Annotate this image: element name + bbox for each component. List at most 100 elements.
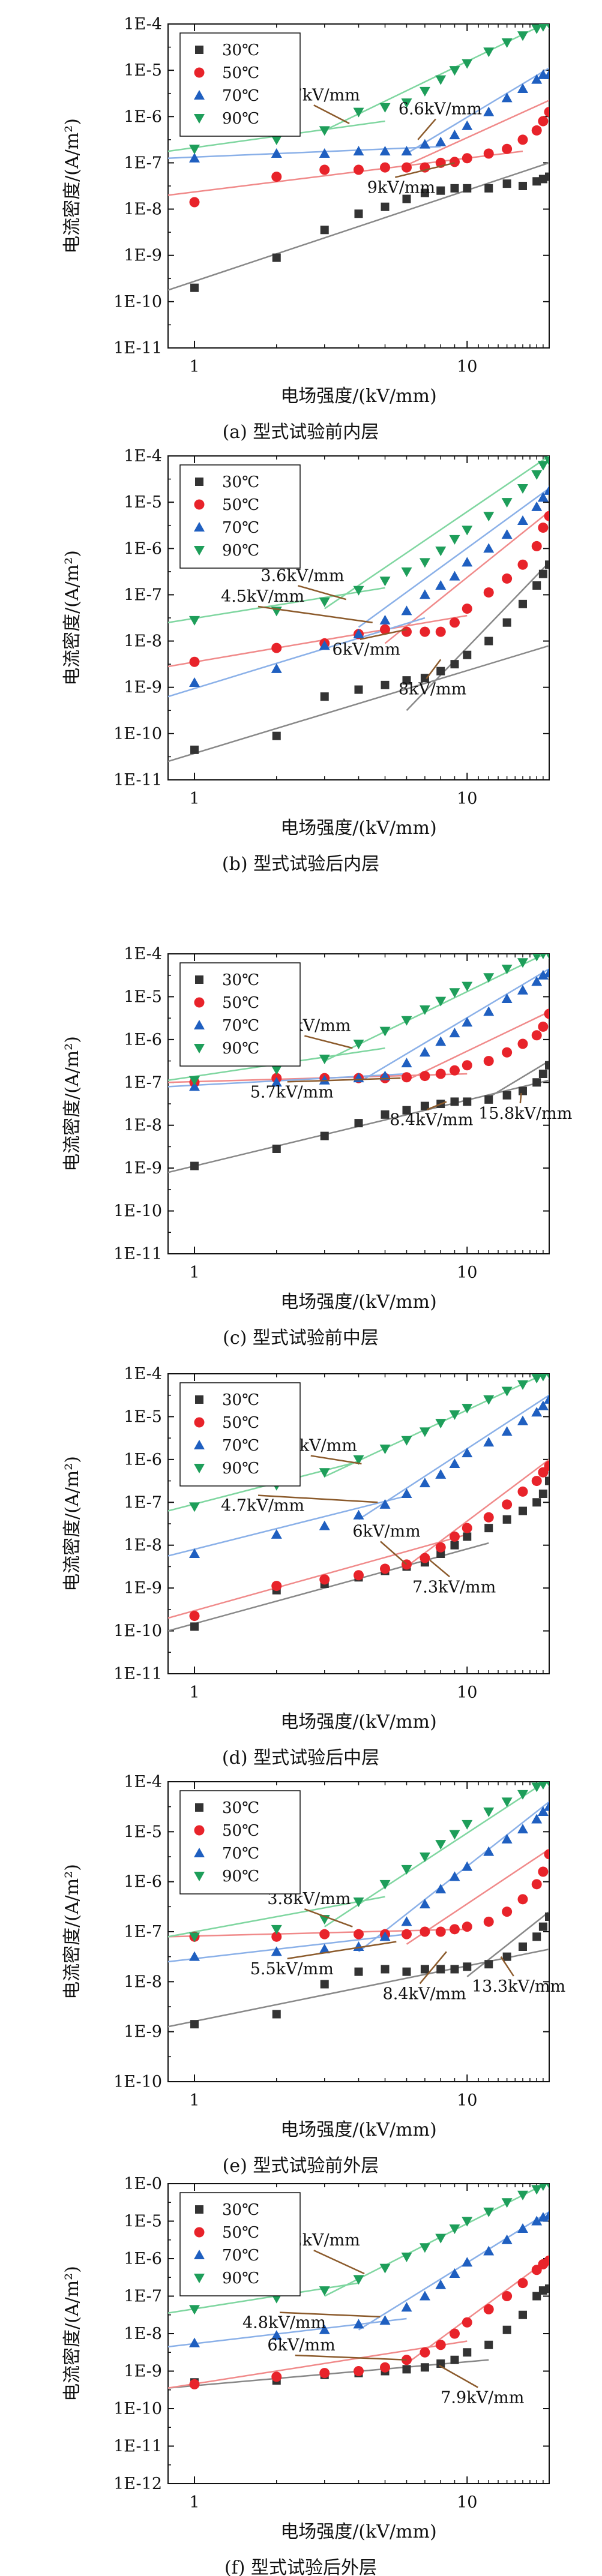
legend-label: 30℃ bbox=[222, 1391, 259, 1409]
data-point bbox=[538, 1374, 547, 1382]
data-point bbox=[544, 2255, 549, 2266]
data-point bbox=[401, 1865, 412, 1875]
data-point bbox=[353, 107, 364, 118]
y-tick-label: 1E-10 bbox=[113, 293, 162, 311]
data-point bbox=[518, 1086, 527, 1095]
data-point bbox=[532, 177, 541, 186]
series-70℃ bbox=[189, 1801, 549, 1961]
data-point bbox=[435, 1840, 447, 1850]
chart-panel-1: 1E-11 1E-10 1E-9 1E-8 1E-7 1E-6 1E-5 1E-4 1 10 电场强… bbox=[62, 15, 550, 443]
data-point bbox=[435, 136, 447, 146]
series-50℃ bbox=[189, 1008, 549, 1088]
data-point bbox=[483, 1846, 495, 1856]
series-70℃ bbox=[189, 1394, 549, 1558]
data-point bbox=[483, 587, 494, 598]
annotation-leader bbox=[426, 1101, 447, 1110]
data-point bbox=[449, 1458, 460, 1468]
data-point bbox=[518, 182, 527, 190]
data-point bbox=[380, 1563, 391, 1574]
legend-marker bbox=[194, 1440, 205, 1449]
y-axis-title: 电流密度/(A/m²) bbox=[62, 1036, 83, 1172]
legend-marker bbox=[194, 2274, 205, 2283]
data-point bbox=[502, 2291, 513, 2301]
data-point bbox=[449, 1871, 460, 1881]
data-point bbox=[380, 2362, 391, 2373]
data-point bbox=[538, 1782, 548, 1790]
data-point bbox=[435, 2233, 447, 2244]
data-point bbox=[449, 130, 460, 140]
y-tick-label: 1E-5 bbox=[124, 61, 162, 80]
data-point bbox=[380, 624, 391, 635]
data-point bbox=[531, 125, 542, 136]
annotation-label: 6kV/mm bbox=[267, 2336, 335, 2355]
series-90℃ bbox=[189, 456, 549, 626]
data-point bbox=[420, 1965, 429, 1974]
series-70℃ bbox=[189, 69, 549, 163]
data-point bbox=[501, 2198, 513, 2208]
annotation-leader bbox=[313, 2249, 365, 2275]
fit-line bbox=[358, 1394, 549, 1520]
annotation-leader bbox=[519, 1093, 522, 1104]
y-tick-label: 1E-5 bbox=[124, 1823, 162, 1841]
data-point bbox=[381, 202, 390, 211]
fit-line bbox=[406, 2257, 549, 2365]
data-point bbox=[546, 2184, 549, 2189]
chart-panel-2: 1E-11 1E-10 1E-9 1E-8 1E-7 1E-6 1E-5 1E-4 1 10 电场强… bbox=[62, 447, 550, 875]
annotation-label: 4.7kV/mm bbox=[221, 1497, 304, 1515]
data-point bbox=[502, 143, 513, 154]
plot-area bbox=[168, 24, 549, 292]
data-point bbox=[319, 598, 330, 607]
legend-marker bbox=[194, 546, 205, 556]
data-point bbox=[501, 1426, 513, 1436]
data-point bbox=[401, 605, 412, 616]
y-tick-label: 1E-8 bbox=[124, 632, 162, 651]
data-point bbox=[449, 1028, 460, 1038]
data-point bbox=[189, 152, 200, 163]
data-point bbox=[189, 1081, 200, 1091]
data-point bbox=[501, 529, 513, 539]
data-point bbox=[450, 660, 459, 669]
data-point bbox=[545, 172, 549, 181]
data-point bbox=[354, 1570, 364, 1581]
x-tick-label: 10 bbox=[457, 1263, 477, 1282]
x-tick-label: 10 bbox=[457, 789, 477, 808]
data-point bbox=[401, 1436, 412, 1446]
annotation-leader bbox=[419, 1951, 447, 1984]
data-point bbox=[420, 188, 429, 197]
data-point bbox=[546, 954, 549, 959]
data-point bbox=[518, 2310, 527, 2319]
y-tick-label: 1E-7 bbox=[124, 154, 162, 172]
fit-line bbox=[168, 587, 385, 623]
data-point bbox=[379, 103, 391, 113]
annotation-leader bbox=[295, 2354, 407, 2361]
data-point bbox=[531, 2185, 543, 2195]
data-point bbox=[538, 569, 547, 578]
legend-label: 30℃ bbox=[222, 473, 259, 491]
data-point bbox=[435, 580, 447, 590]
data-point bbox=[401, 2302, 412, 2312]
y-tick-label: 1E-8 bbox=[124, 1116, 162, 1135]
data-point bbox=[502, 1047, 513, 1058]
data-point bbox=[483, 1006, 495, 1016]
legend: 30℃ 50℃ 70℃ 90℃ bbox=[179, 962, 301, 1067]
data-point bbox=[435, 996, 447, 1007]
legend-marker bbox=[194, 1848, 205, 1857]
data-point bbox=[483, 973, 495, 983]
y-tick-label: 1E-9 bbox=[124, 2362, 162, 2381]
data-point bbox=[420, 1071, 430, 1082]
data-point bbox=[531, 1476, 542, 1487]
data-point bbox=[501, 1833, 513, 1844]
data-point bbox=[354, 2366, 364, 2376]
data-point bbox=[502, 1091, 511, 1100]
data-point bbox=[449, 2268, 460, 2278]
data-point bbox=[450, 1541, 459, 1550]
data-point bbox=[538, 1866, 549, 1877]
fit-line bbox=[406, 562, 549, 711]
data-point bbox=[271, 148, 282, 158]
data-point bbox=[449, 617, 460, 628]
data-point bbox=[436, 2359, 445, 2368]
legend-label: 70℃ bbox=[222, 519, 259, 537]
y-tick-label: 1E-6 bbox=[124, 2250, 162, 2268]
data-point bbox=[531, 976, 543, 986]
